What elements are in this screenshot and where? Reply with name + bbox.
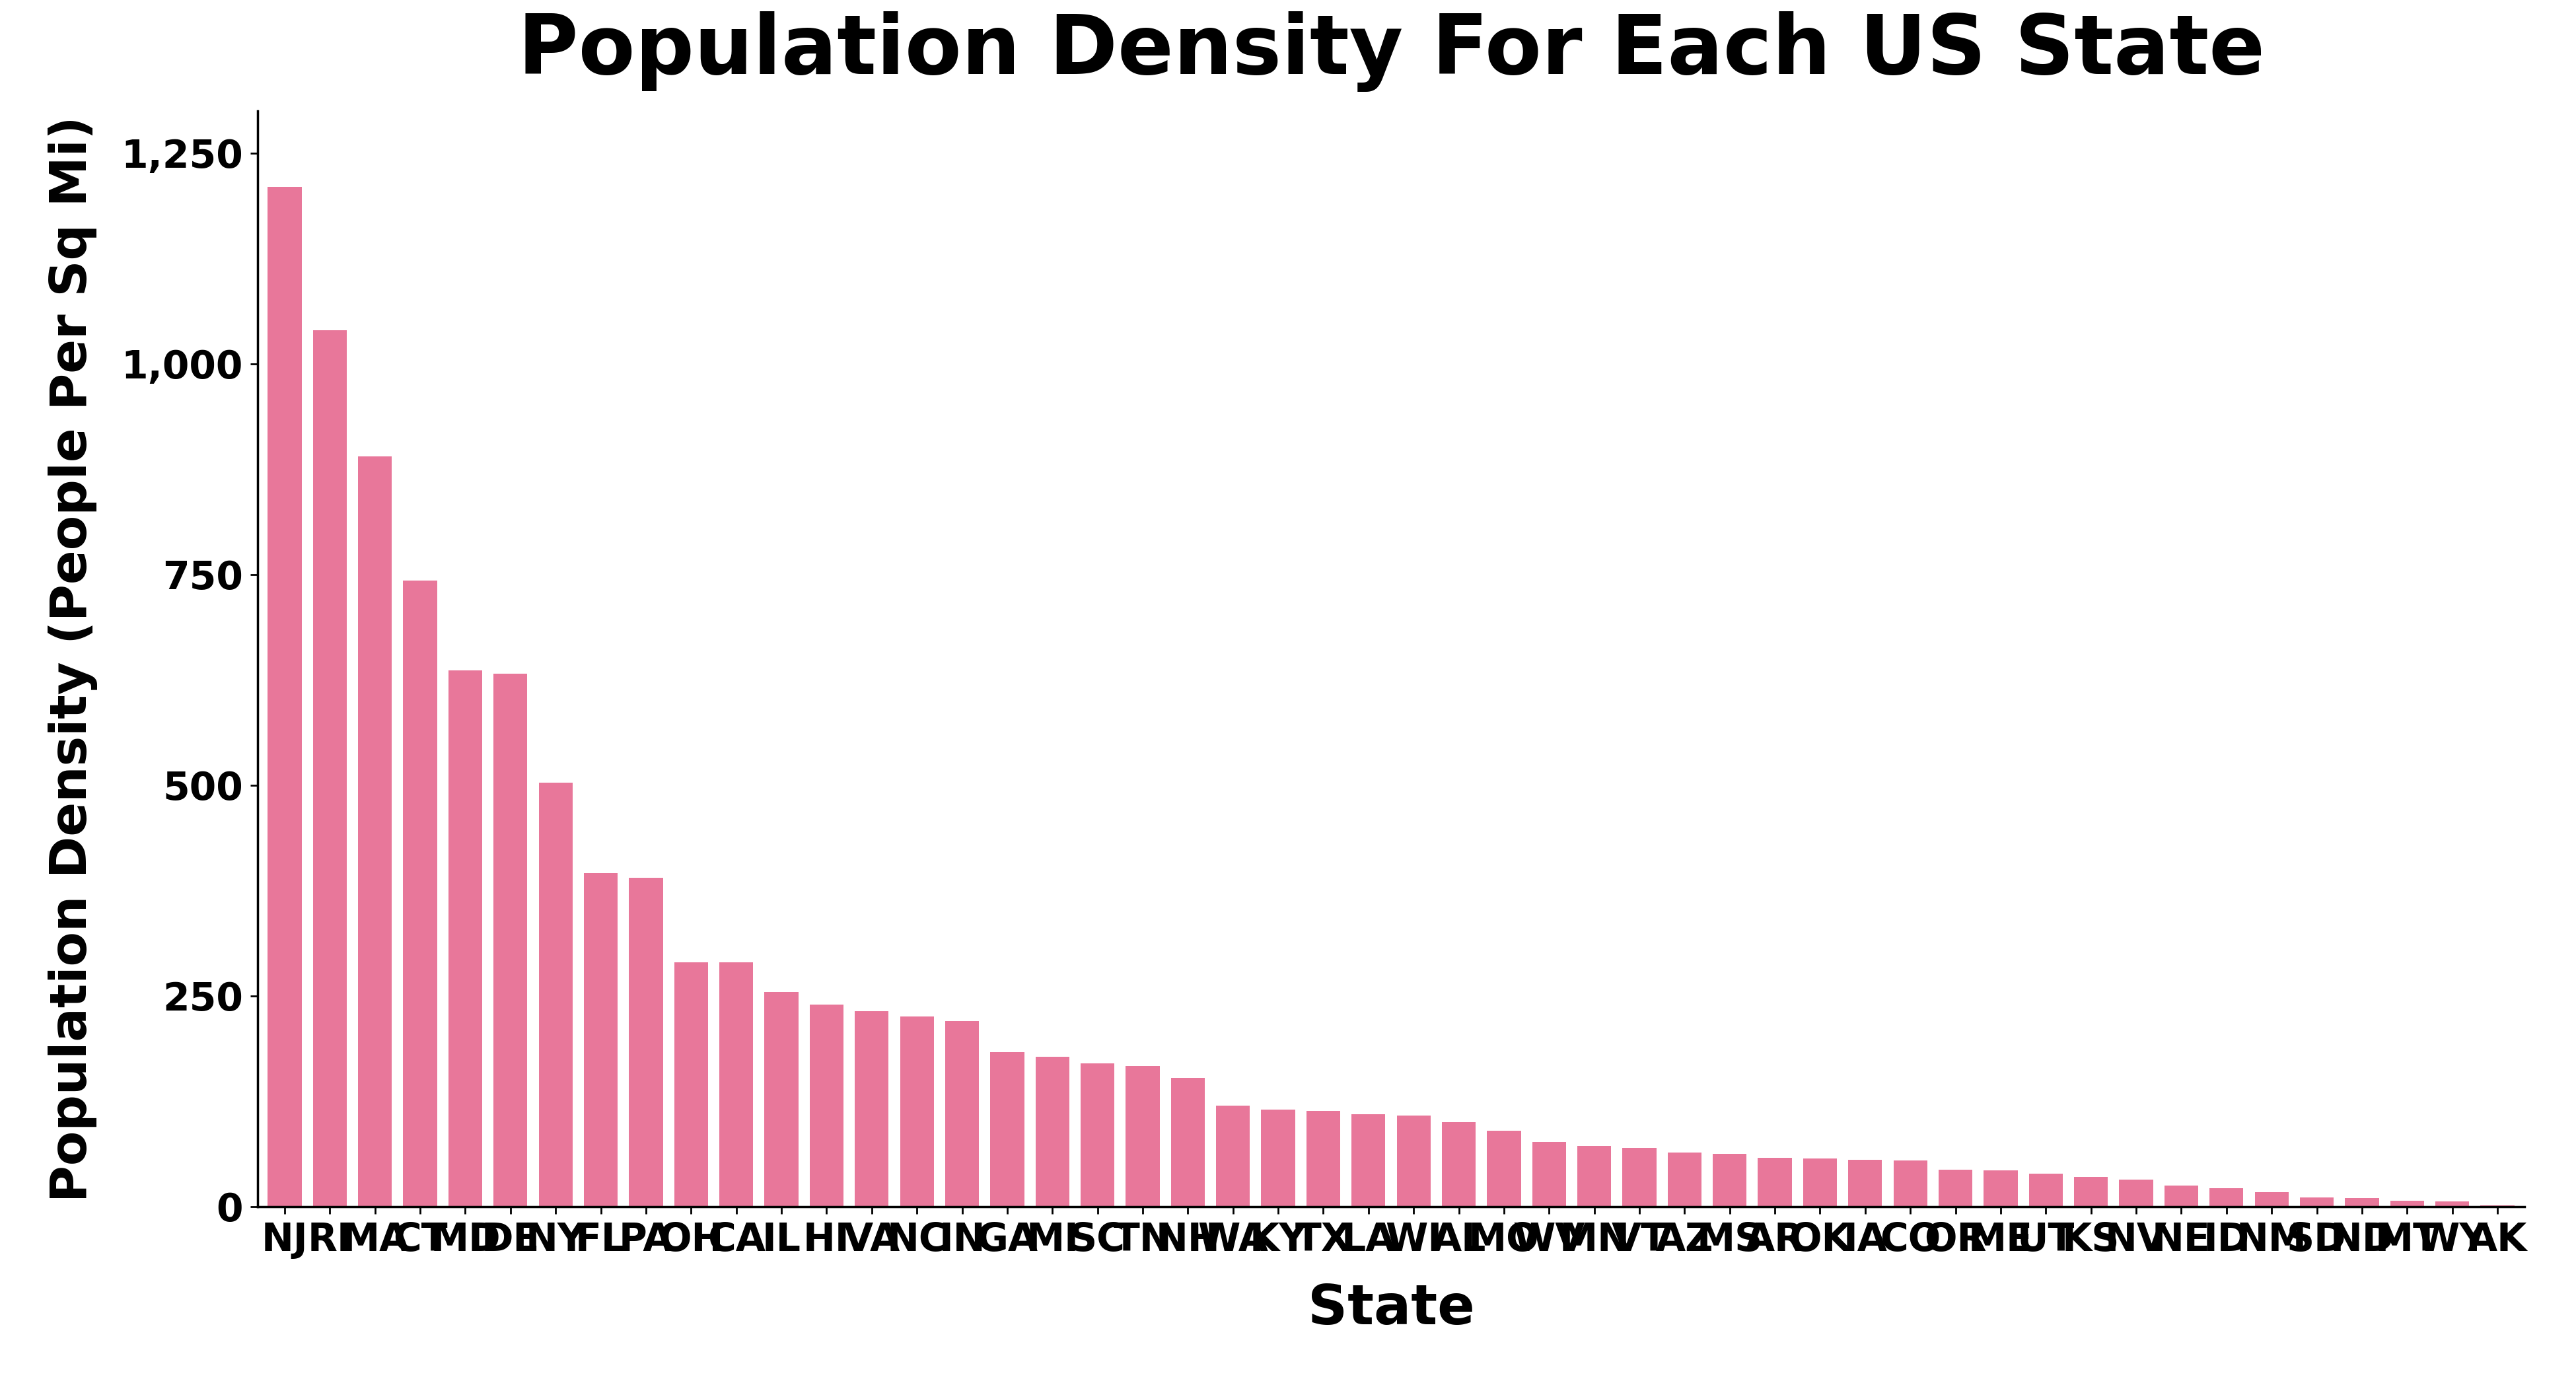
Bar xyxy=(1577,1146,1610,1207)
Bar xyxy=(2210,1189,2244,1207)
Bar xyxy=(1533,1142,1566,1207)
Bar xyxy=(495,674,528,1207)
Bar xyxy=(1079,1064,1115,1207)
Bar xyxy=(855,1011,889,1207)
Bar xyxy=(1352,1114,1386,1207)
Bar xyxy=(1893,1161,1927,1207)
Bar xyxy=(404,580,438,1207)
Bar xyxy=(1306,1111,1340,1207)
Bar xyxy=(2164,1186,2197,1207)
Bar xyxy=(2030,1173,2063,1207)
Bar xyxy=(585,872,618,1207)
Bar xyxy=(629,878,662,1207)
Title: Population Density For Each US State: Population Density For Each US State xyxy=(518,11,2264,92)
Bar xyxy=(1443,1122,1476,1207)
Bar xyxy=(1036,1057,1069,1207)
Bar xyxy=(2120,1180,2154,1207)
Bar xyxy=(719,963,752,1207)
Bar xyxy=(538,782,572,1207)
Bar xyxy=(1262,1110,1296,1207)
Bar xyxy=(1757,1158,1793,1207)
Bar xyxy=(1623,1147,1656,1207)
Bar xyxy=(2344,1198,2378,1207)
Bar xyxy=(675,963,708,1207)
Bar xyxy=(2434,1201,2470,1207)
Bar xyxy=(1847,1160,1883,1207)
Bar xyxy=(2391,1201,2424,1207)
Bar xyxy=(2254,1193,2287,1207)
X-axis label: State: State xyxy=(1309,1282,1473,1336)
Bar xyxy=(1940,1169,1973,1207)
Bar xyxy=(989,1053,1025,1207)
Bar xyxy=(945,1021,979,1207)
Bar xyxy=(1713,1154,1747,1207)
Bar xyxy=(1216,1105,1249,1207)
Bar xyxy=(1486,1130,1520,1207)
Bar xyxy=(312,330,348,1207)
Bar xyxy=(899,1017,935,1207)
Bar xyxy=(809,1004,842,1207)
Bar xyxy=(268,187,301,1207)
Bar xyxy=(2300,1197,2334,1207)
Bar xyxy=(1396,1115,1430,1207)
Bar xyxy=(1172,1078,1206,1207)
Bar xyxy=(1126,1067,1159,1207)
Bar xyxy=(358,456,392,1207)
Y-axis label: Population Density (People Per Sq Mi): Population Density (People Per Sq Mi) xyxy=(49,115,98,1203)
Bar xyxy=(1667,1153,1703,1207)
Bar xyxy=(2074,1178,2107,1207)
Bar xyxy=(765,992,799,1207)
Bar xyxy=(448,671,482,1207)
Bar xyxy=(1803,1158,1837,1207)
Bar xyxy=(1984,1171,2017,1207)
